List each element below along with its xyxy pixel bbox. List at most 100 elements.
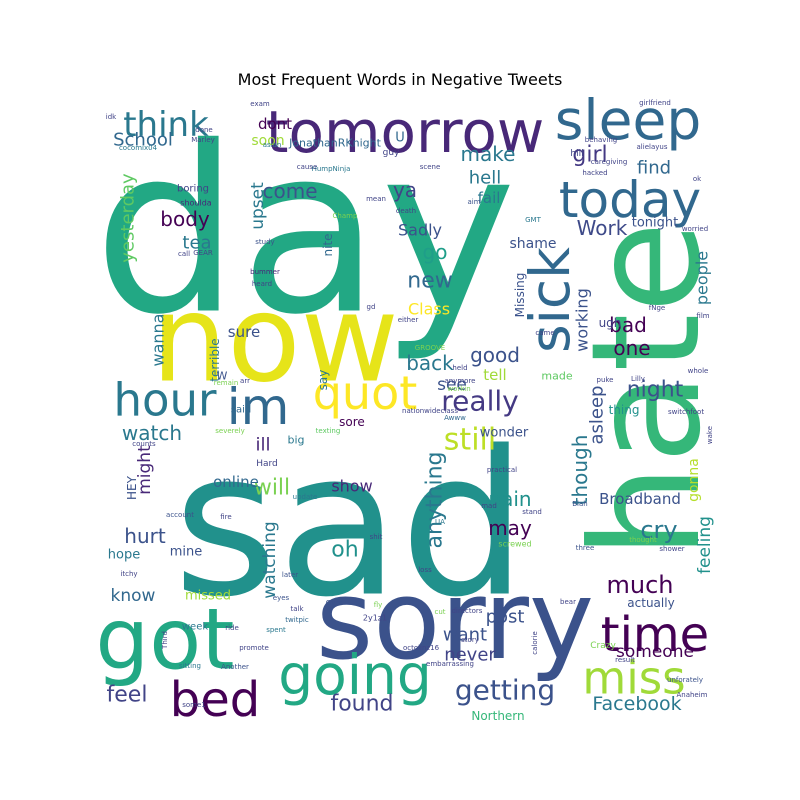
word-online: online — [213, 473, 259, 491]
word-heard: heard — [252, 280, 272, 288]
word-mine: mine — [170, 545, 203, 560]
word-come: come — [262, 179, 317, 203]
word-done: done — [195, 126, 212, 134]
word-watching: watching — [260, 521, 280, 598]
word-sad: sad — [173, 409, 527, 642]
word-school: School — [113, 130, 173, 151]
word-ill: ill — [255, 435, 270, 456]
word-time: time — [601, 607, 709, 663]
word-either: either — [398, 316, 419, 324]
word-still: still — [444, 423, 496, 458]
word-tomorrow: tomorrow — [266, 98, 545, 166]
word-stand: stand — [522, 508, 542, 516]
word-fnge: fNge — [649, 304, 665, 312]
word-embarrassing: embarrassing — [426, 660, 474, 668]
word-hell: hell — [469, 168, 501, 189]
word-make: make — [461, 142, 516, 166]
word-tea: tea — [182, 233, 211, 254]
word-worried: worried — [682, 225, 708, 233]
word-shower: shower — [659, 545, 684, 553]
word-gonna: gonna — [686, 458, 702, 502]
word-sleep: sleep — [555, 88, 702, 152]
word-anymore: anymore — [444, 377, 475, 385]
word-idk: idk — [106, 113, 117, 121]
word-lilly: Lilly — [631, 375, 645, 383]
word-big: big — [287, 434, 304, 447]
word-night: night — [627, 378, 684, 403]
word-yesterday: yesterday — [118, 173, 139, 263]
word-soon: soon — [251, 133, 284, 149]
word-week: week — [182, 622, 208, 633]
word-sorry: sorry — [316, 556, 594, 684]
word-sore: sore — [339, 415, 365, 429]
word-result: result — [615, 656, 635, 664]
word-might: might — [135, 445, 155, 495]
word-hacked: hacked — [582, 169, 607, 177]
word-made: made — [541, 370, 572, 383]
word-hate: hate — [560, 221, 734, 559]
word-bummer: bummer — [250, 268, 280, 276]
word-guy: guy — [383, 148, 400, 158]
word-wonder: wonder — [480, 426, 529, 441]
word-octolinz16: octolinz16 — [403, 644, 440, 652]
word-today: today — [559, 171, 701, 229]
word-study: study — [255, 238, 274, 246]
word-though: though — [568, 435, 592, 506]
word-itchy: itchy — [120, 570, 137, 578]
word-fire: fire — [220, 513, 231, 521]
word-call: call — [178, 250, 190, 258]
word-body: body — [160, 207, 210, 231]
word-class: Class — [408, 300, 450, 319]
word-im: im — [227, 378, 290, 436]
word-whole: whole — [688, 367, 709, 375]
word-wake: wake — [706, 426, 714, 444]
word-got: got — [95, 591, 234, 690]
word-film: film — [696, 312, 709, 320]
word-may: may — [488, 516, 532, 540]
word-much: much — [607, 571, 674, 599]
word-working: working — [573, 288, 592, 351]
word-back: back — [406, 351, 454, 375]
word-gd: gd — [367, 303, 376, 311]
word-bad: bad — [609, 313, 647, 337]
word-aim: aim — [467, 198, 480, 206]
word-behaving: behaving — [585, 136, 617, 144]
word-work: Work — [577, 216, 628, 240]
word-later: later — [282, 571, 298, 579]
word-crazy: Crazy — [590, 641, 616, 651]
word-w: W — [217, 370, 228, 383]
word-remain: remain — [214, 379, 239, 387]
word-champ: Champ — [333, 212, 358, 220]
word-another: Another — [221, 663, 249, 671]
word-say: say — [316, 370, 330, 391]
word-ok: ok — [693, 175, 702, 183]
word-tell: tell — [483, 366, 506, 384]
word-someone: someone — [616, 642, 694, 662]
word-mean: mean — [366, 195, 386, 203]
word-never: never — [444, 645, 496, 666]
word-three: three — [576, 544, 595, 552]
word-bear: bear — [560, 598, 576, 606]
word-counts: counts — [132, 440, 156, 448]
word-asleep: asleep — [587, 386, 608, 445]
word-some1: some1 — [182, 701, 206, 709]
word-hill: hill — [570, 149, 583, 159]
word-go: go — [423, 240, 448, 264]
word-third: Third — [161, 631, 169, 650]
word-girlfriend: girlfriend — [639, 99, 671, 107]
word-nationwideclass: nationwideclass — [402, 407, 458, 415]
word-good: good — [470, 343, 520, 367]
word-fly: fly — [374, 601, 383, 609]
word-want: want — [443, 625, 487, 646]
word-now: now — [151, 271, 399, 410]
word-hour: hour — [113, 374, 217, 427]
word-jonathanrknight: JonathanRKnight — [288, 137, 382, 150]
word-found: found — [330, 692, 393, 717]
word-ride: ride — [225, 624, 239, 632]
word-calorie: calorie — [531, 631, 539, 655]
word-facebook: Facebook — [592, 693, 681, 715]
word-day: day — [93, 99, 516, 366]
word-texting: texting — [316, 427, 341, 435]
word-puke: puke — [597, 376, 614, 384]
word-shame: shame — [510, 236, 557, 252]
